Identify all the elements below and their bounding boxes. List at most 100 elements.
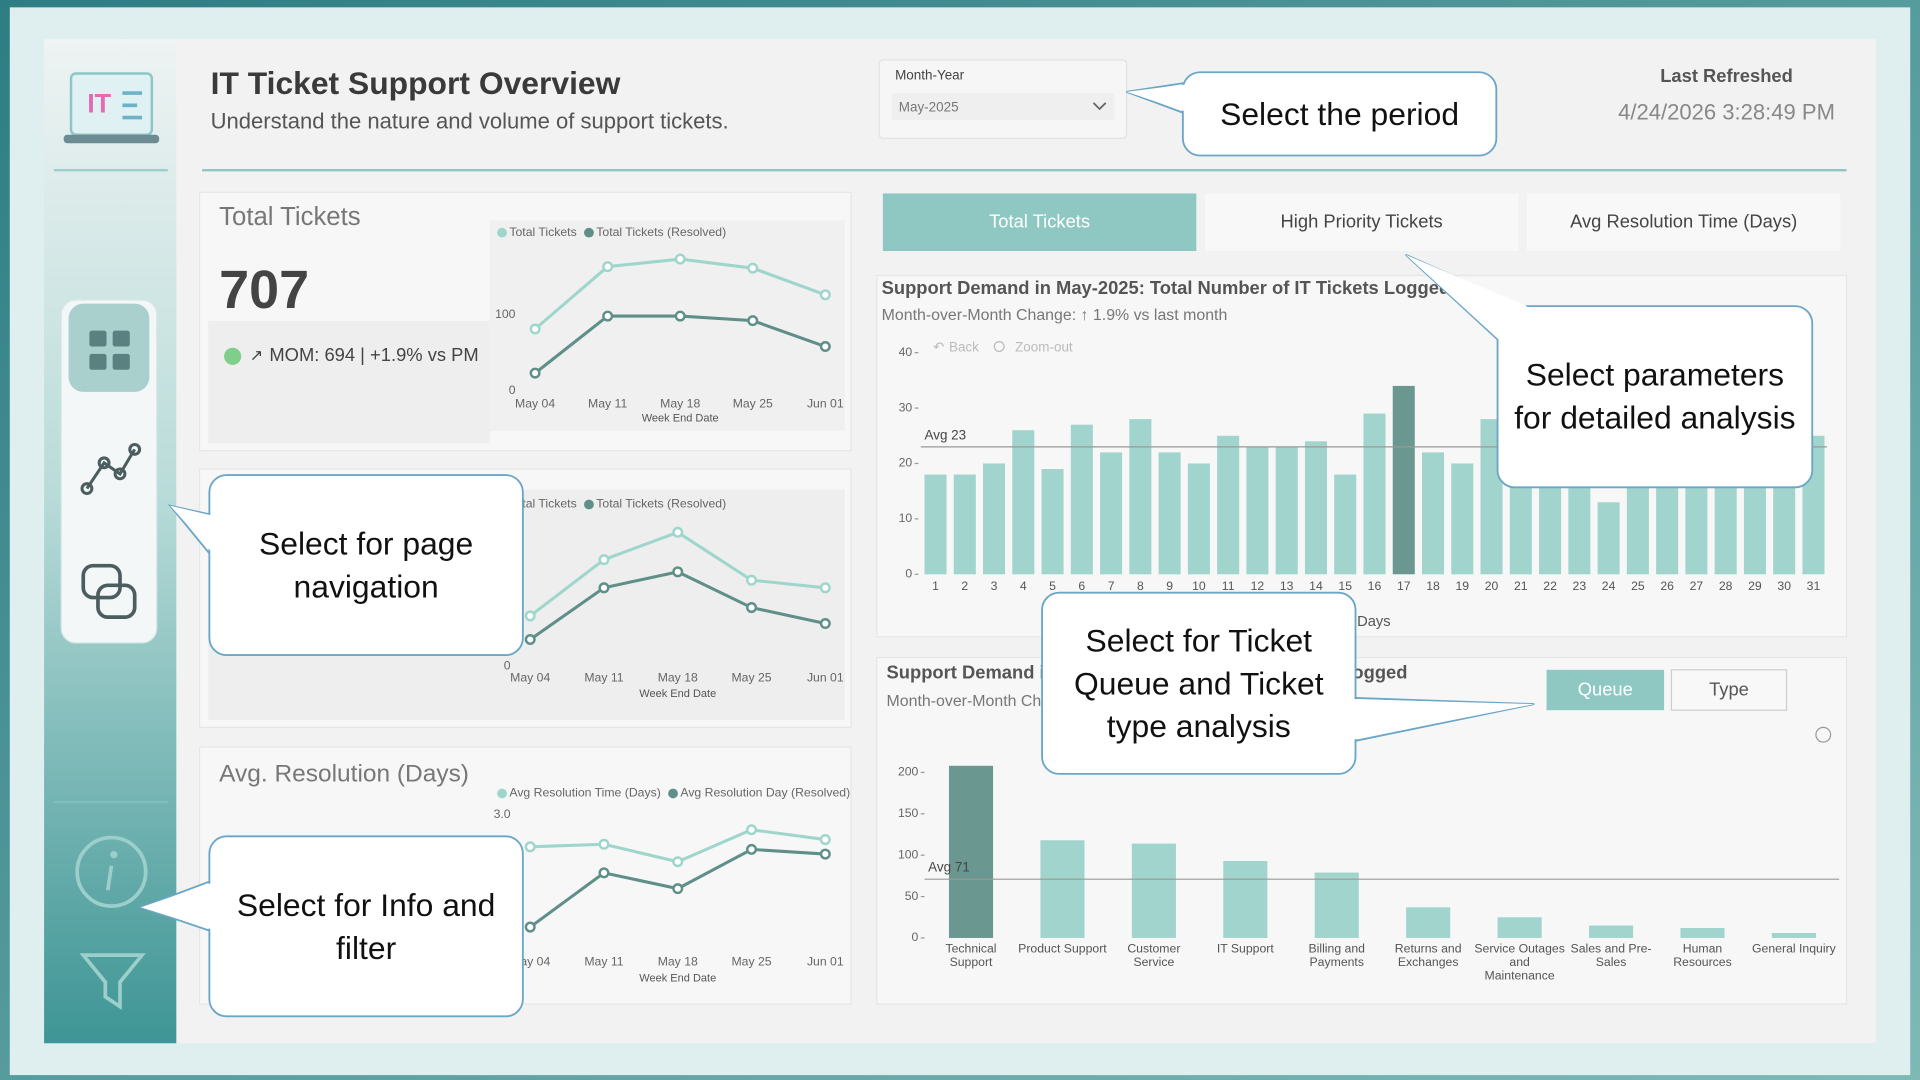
- callout-text-box: Select for page navigation: [259, 525, 473, 605]
- point: [672, 856, 684, 868]
- x-tick-label: Billing and Payments: [1308, 942, 1365, 970]
- callout-text-box: Select the period: [1220, 94, 1460, 132]
- point: [672, 526, 684, 538]
- x-tick-label: 9: [1166, 579, 1173, 593]
- point: [598, 582, 610, 594]
- x-tick-label: 26: [1660, 579, 1674, 593]
- x-tick-label-box: Product Support: [1018, 942, 1107, 957]
- y-tick-label: 10: [899, 511, 913, 525]
- bar: [1597, 502, 1620, 575]
- x-tick-label: 25: [1631, 579, 1645, 593]
- x-tick-label: 3: [991, 579, 998, 593]
- x-tick-label: 20: [1485, 579, 1499, 593]
- x-tick-label: Human Resources: [1673, 942, 1732, 970]
- nav-details[interactable]: [81, 563, 137, 619]
- x-tick-label: 16: [1368, 579, 1382, 593]
- average-label: Avg 23: [924, 427, 966, 442]
- bar: [1070, 424, 1093, 575]
- filter-button[interactable]: [79, 953, 146, 1010]
- x-tick-label-box: Returns and Exchanges: [1394, 942, 1462, 970]
- x-tick-label: May 25: [731, 955, 771, 969]
- y-tick-label: 100: [495, 307, 516, 321]
- x-tick-label: 12: [1251, 579, 1265, 593]
- x-tick-label: General Inquiry: [1752, 942, 1836, 957]
- nav-overview[interactable]: [68, 303, 150, 392]
- y-tick-label: 0: [504, 658, 511, 672]
- point: [598, 838, 610, 850]
- x-tick-label: 5: [1049, 579, 1056, 593]
- refresh-label: Last Refreshed: [1660, 65, 1793, 86]
- y-tick-label: 0: [905, 567, 912, 581]
- bar: [1743, 469, 1766, 575]
- point: [598, 867, 610, 879]
- bar: [1012, 430, 1035, 575]
- mini-chart-bg: [489, 220, 845, 432]
- x-tick-label: 10: [1192, 579, 1206, 593]
- x-tick-label: 24: [1602, 579, 1616, 593]
- x-tick-label-box: Billing and Payments: [1308, 942, 1365, 970]
- y-tick-label: 100: [898, 847, 919, 861]
- bar: [1334, 474, 1357, 575]
- x-tick-label: 15: [1338, 579, 1352, 593]
- callout-text: Select parameters for detailed analysis: [1514, 356, 1796, 436]
- nav-trend[interactable]: [80, 442, 142, 495]
- bar: [1223, 860, 1268, 938]
- point: [524, 921, 536, 933]
- point: [746, 843, 758, 855]
- bar: [1129, 419, 1152, 575]
- slicer-value: May-2025: [899, 99, 959, 114]
- info-button[interactable]: [75, 835, 148, 908]
- tab-label: Total Tickets: [989, 211, 1090, 232]
- y-tick-label: 200: [898, 765, 919, 779]
- y-tick-label: 40: [899, 345, 913, 359]
- x-tick-label: 17: [1397, 579, 1411, 593]
- page-subtitle: Understand the nature and volume of supp…: [211, 108, 729, 133]
- x-tick-label: 27: [1690, 579, 1704, 593]
- x-axis-title: Days: [1357, 614, 1390, 630]
- toggle-label: Queue: [1578, 678, 1633, 699]
- tab-active[interactable]: [882, 193, 1197, 252]
- x-tick-label: 4: [1020, 579, 1027, 593]
- point: [529, 367, 541, 379]
- x-tick-label-box: Customer Service: [1127, 943, 1180, 970]
- back-button[interactable]: ↶: [933, 339, 944, 354]
- bar: [983, 463, 1006, 575]
- help-icon[interactable]: [1815, 726, 1832, 743]
- toggle[interactable]: [1670, 669, 1788, 711]
- kpi-comparison: MOM: 694 | +1.9% vs PM: [269, 344, 478, 365]
- point: [524, 841, 536, 853]
- bar: [1363, 413, 1386, 575]
- bar: [1304, 441, 1327, 575]
- point: [524, 633, 536, 646]
- logo-base: [63, 134, 160, 144]
- kpi-value: 707: [219, 260, 309, 320]
- bar: [948, 765, 994, 938]
- toggle-active[interactable]: [1546, 669, 1665, 711]
- x-tick-label: 8: [1137, 579, 1144, 593]
- callout-seam: [1405, 254, 1527, 345]
- average-label: Avg 71: [928, 860, 970, 875]
- bar: [1406, 907, 1451, 938]
- legend-marker: [497, 227, 507, 238]
- callout: [208, 474, 524, 657]
- tab[interactable]: [1204, 193, 1519, 252]
- trend-arrow: ↗: [250, 348, 263, 365]
- point: [598, 554, 610, 566]
- x-tick-label: May 25: [733, 396, 773, 410]
- x-tick-label: May 18: [658, 955, 698, 969]
- kpi-band: [208, 320, 490, 444]
- bar: [1422, 452, 1445, 575]
- callout-text: Select for Info and filter: [236, 885, 496, 966]
- zoom-label[interactable]: Zoom-out: [1015, 339, 1073, 354]
- zoom-icon: [993, 341, 1005, 353]
- slicer-dropdown[interactable]: [891, 93, 1115, 120]
- callout-text: Select the period: [1220, 94, 1460, 132]
- x-tick-label: Returns and Exchanges: [1394, 942, 1462, 970]
- x-axis-title: Week End Date: [639, 972, 716, 984]
- x-tick-label: 18: [1426, 579, 1440, 593]
- bar: [1131, 843, 1176, 938]
- tab[interactable]: [1526, 193, 1841, 252]
- callout-text-box: Select for Ticket Queue and Ticket type …: [1074, 621, 1324, 743]
- x-tick-label: Product Support: [1018, 942, 1107, 957]
